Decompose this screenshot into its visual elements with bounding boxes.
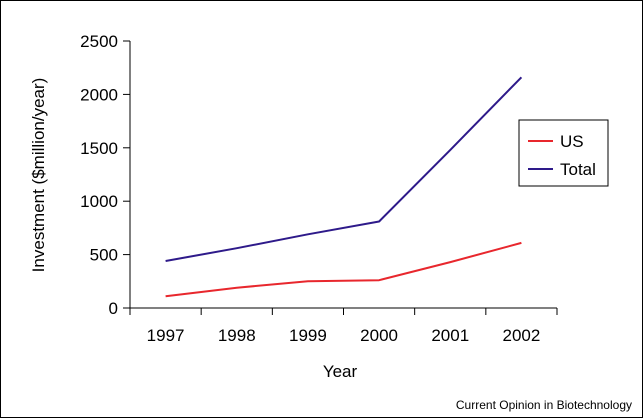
axes: 0 500 1000 1500 2000 2500 1997 1998 1999 2000 2001…	[80, 32, 558, 345]
y-tick-label: 0	[109, 299, 118, 318]
x-axis-title: Year	[323, 362, 358, 381]
x-tick-label: 2000	[360, 326, 398, 345]
series-line-us	[165, 241, 522, 298]
legend-label-us: US	[560, 132, 584, 151]
source-credit: Current Opinion in Biotechnology	[456, 398, 632, 412]
y-tick-label: 1000	[80, 192, 118, 211]
x-tick-label: 1998	[218, 326, 256, 345]
y-tick-label: 2000	[80, 85, 118, 104]
series-layer	[165, 76, 523, 298]
y-tick-label: 1500	[80, 139, 118, 158]
legend: US Total	[518, 119, 609, 187]
x-tick-label: 2002	[503, 326, 541, 345]
legend-label-total: Total	[560, 160, 596, 179]
x-tick-label: 1997	[147, 326, 185, 345]
y-tick-label: 2500	[80, 32, 118, 51]
x-tick-label: 2001	[431, 326, 469, 345]
y-axis-title: Investment ($million/year)	[29, 78, 48, 273]
x-tick-label: 1999	[289, 326, 327, 345]
series-line-total	[165, 76, 523, 262]
y-tick-label: 500	[90, 246, 118, 265]
